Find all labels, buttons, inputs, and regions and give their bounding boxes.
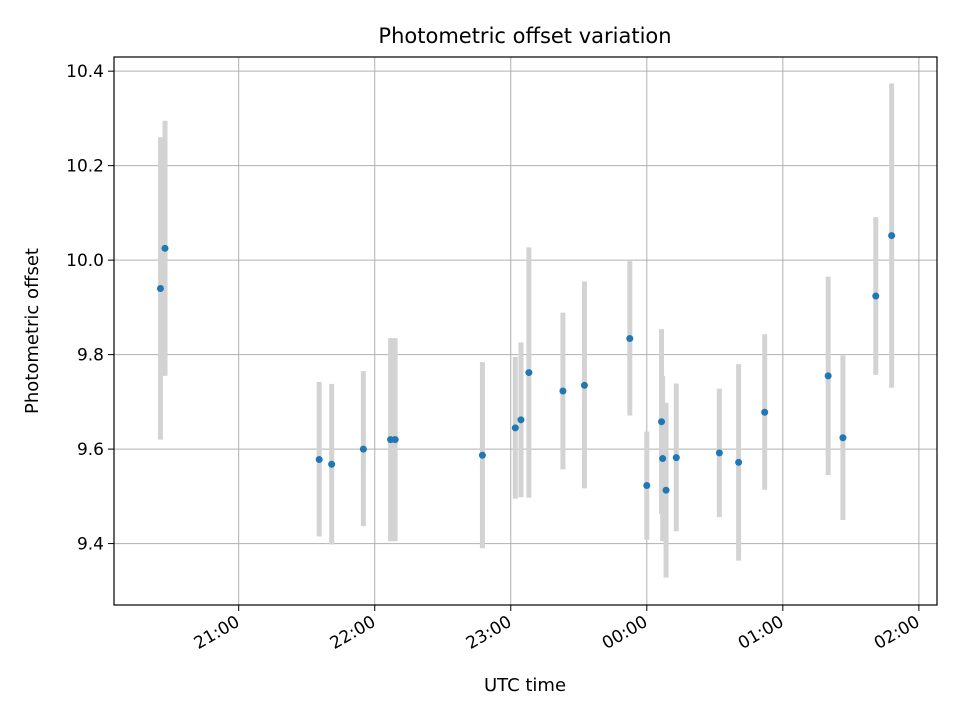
x-tick-label: 21:00 xyxy=(191,612,243,654)
data-point xyxy=(517,416,525,424)
data-point xyxy=(888,232,896,240)
data-point xyxy=(525,369,533,377)
y-tick-label: 10.0 xyxy=(66,251,104,271)
x-tick-label: 22:00 xyxy=(327,612,379,654)
data-point xyxy=(328,460,336,468)
data-point xyxy=(839,434,847,442)
data-point xyxy=(872,292,880,300)
data-point xyxy=(478,451,486,459)
errorbars xyxy=(157,83,895,578)
data-point xyxy=(662,486,670,494)
data-point xyxy=(156,284,164,292)
grid xyxy=(114,57,937,605)
data-point xyxy=(511,424,519,432)
data-point xyxy=(643,481,651,489)
chart-title: Photometric offset variation xyxy=(378,24,671,48)
data-point xyxy=(735,458,743,466)
data-point xyxy=(359,445,367,453)
data-point xyxy=(580,381,588,389)
data-point xyxy=(658,418,666,426)
x-tick-label: 02:00 xyxy=(871,612,923,654)
y-tick-label: 9.6 xyxy=(77,440,104,460)
y-axis-label: Photometric offset xyxy=(22,248,43,414)
data-point xyxy=(626,335,634,343)
data-point xyxy=(761,408,769,416)
y-tick-label: 10.2 xyxy=(66,157,104,177)
y-tick-label: 9.8 xyxy=(77,346,104,366)
x-tick-label: 00:00 xyxy=(599,612,651,654)
y-tick-label: 9.4 xyxy=(77,535,104,555)
data-point xyxy=(715,449,723,457)
x-tick-label: 23:00 xyxy=(463,612,515,654)
plot-frame xyxy=(113,56,938,606)
x-axis: 21:00 22:00 23:00 00:00 01:00 02:00 xyxy=(191,605,923,654)
y-tick-label: 10.4 xyxy=(66,62,104,82)
y-axis: 9.4 9.6 9.8 10.0 10.2 10.4 xyxy=(66,62,114,555)
data-point xyxy=(672,454,680,462)
data-point xyxy=(824,372,832,380)
data-point xyxy=(659,455,667,463)
data-point xyxy=(161,244,169,252)
data-point xyxy=(559,387,567,395)
x-axis-label: UTC time xyxy=(484,675,566,696)
data-point xyxy=(391,436,399,444)
x-tick-label: 01:00 xyxy=(735,612,787,654)
markers xyxy=(156,232,896,494)
data-point xyxy=(315,455,323,463)
